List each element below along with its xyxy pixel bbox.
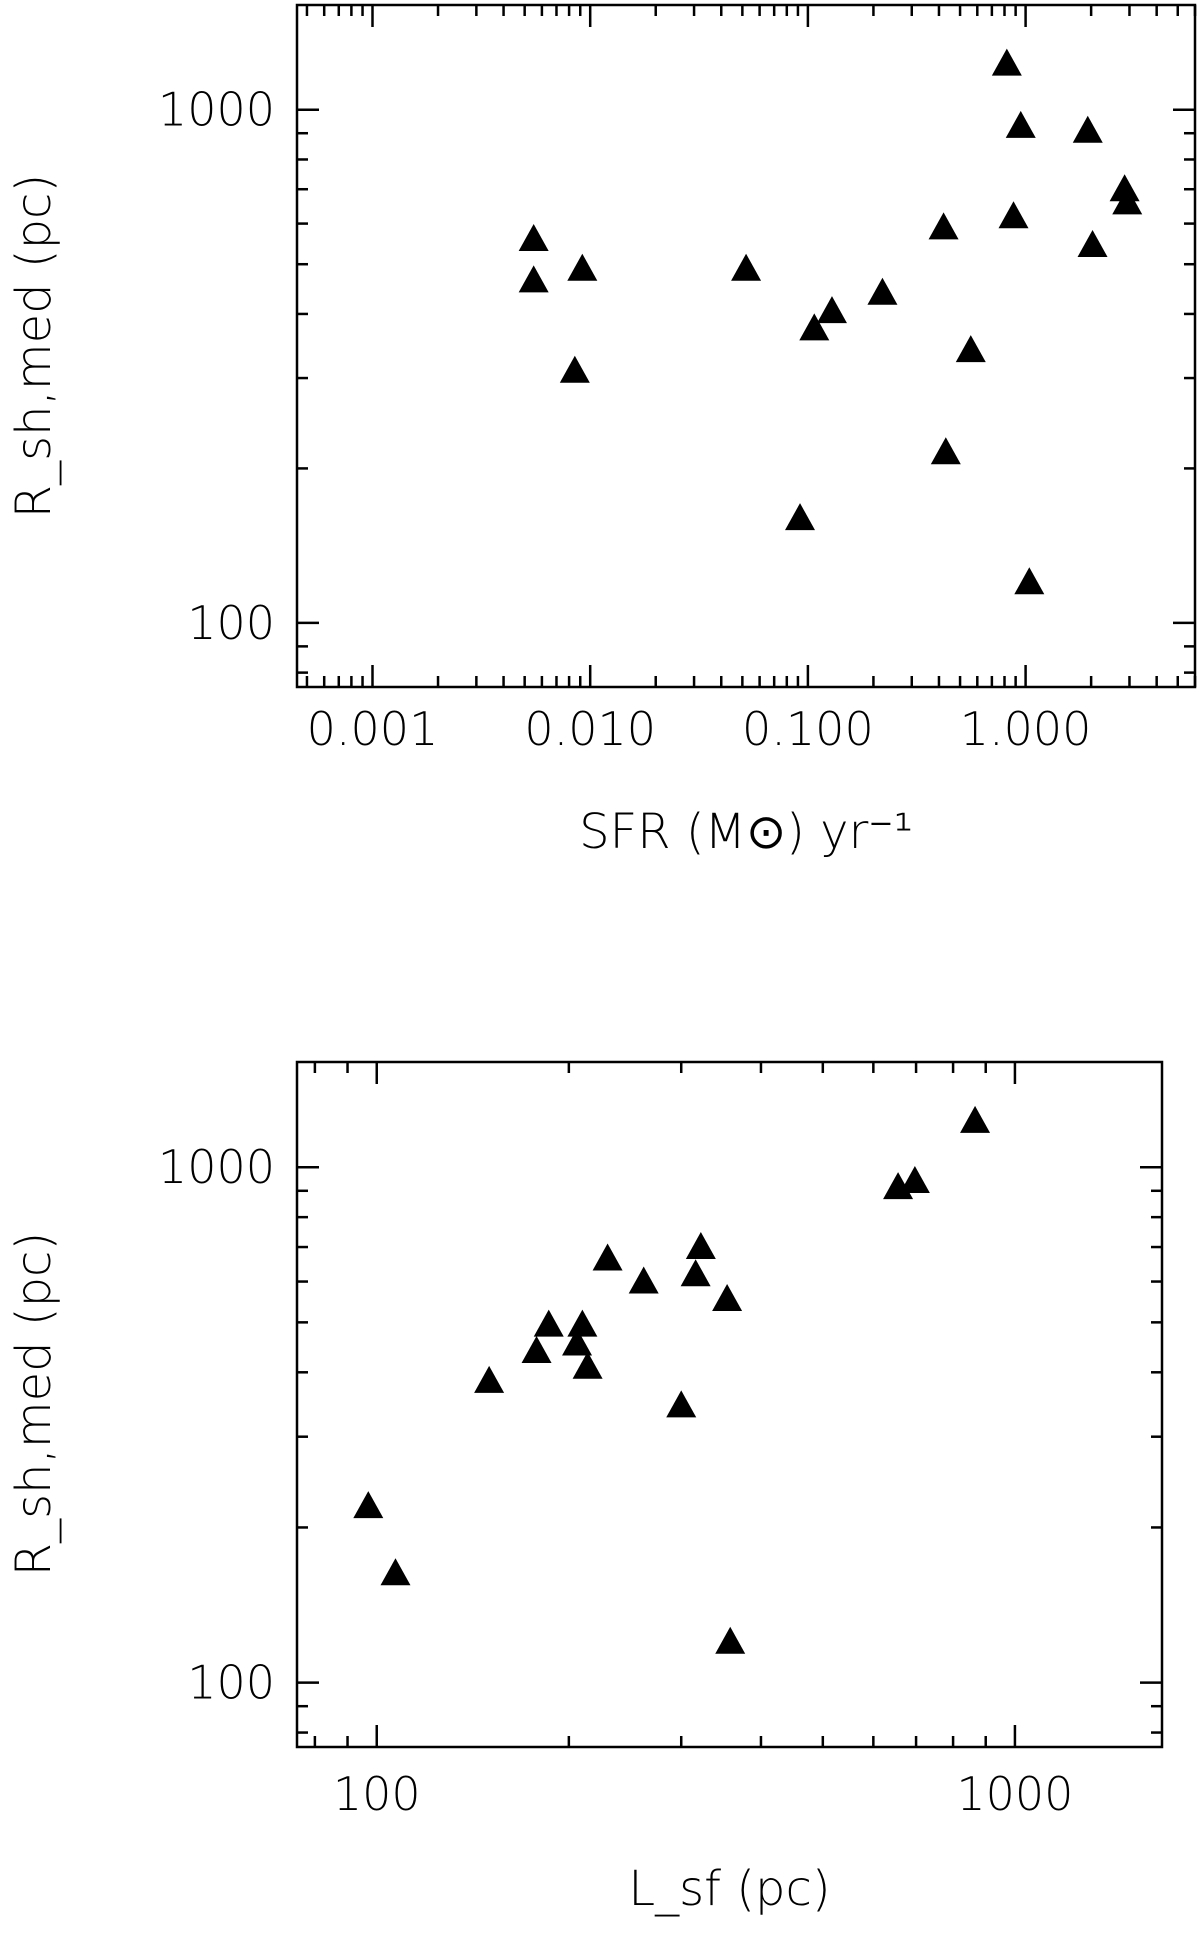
data-point <box>533 1309 564 1337</box>
data-point <box>685 1232 716 1260</box>
data-point <box>474 1365 505 1393</box>
data-point <box>518 265 549 293</box>
data-point <box>1109 174 1140 202</box>
data-point <box>628 1266 659 1294</box>
data-point <box>1005 110 1036 138</box>
x-tick-label: 0.001 <box>307 702 439 756</box>
data-point <box>680 1259 711 1287</box>
data-point <box>799 313 830 341</box>
data-point <box>562 1328 593 1356</box>
x-tick-label: 1000 <box>956 1767 1073 1821</box>
data-point <box>1112 187 1143 215</box>
y-tick-label: 100 <box>187 596 275 650</box>
y-axis-label: R_sh,med (pc) <box>6 174 62 518</box>
data-point <box>991 48 1022 76</box>
data-point <box>899 1166 930 1194</box>
y-tick-label: 100 <box>187 1656 275 1710</box>
y-tick-label: 1000 <box>158 1140 275 1194</box>
data-point <box>1072 115 1103 143</box>
x-tick-label: 100 <box>333 1767 421 1821</box>
data-point <box>380 1558 411 1586</box>
plot-frame <box>295 3 1197 689</box>
data-point <box>572 1351 603 1379</box>
data-point <box>521 1335 552 1363</box>
data-point <box>960 1105 991 1133</box>
bottom-panel: 100 1000 100 1000 L_sf (pc) R_sh,med (pc) <box>6 1060 1164 1917</box>
data-point <box>1014 567 1045 595</box>
x-tick-label: 1.000 <box>960 702 1092 756</box>
data-point <box>567 253 598 281</box>
y-axis-label: R_sh,med (pc) <box>6 1232 62 1576</box>
data-point <box>715 1626 746 1654</box>
data-point <box>731 253 762 281</box>
x-tick-label: 0.100 <box>742 702 874 756</box>
data-point <box>816 296 847 324</box>
data-point <box>712 1283 743 1311</box>
data-point <box>785 503 816 531</box>
data-point <box>518 223 549 251</box>
data-point <box>666 1390 697 1418</box>
data-point <box>567 1309 598 1337</box>
data-point <box>559 355 590 383</box>
data-point <box>930 437 961 465</box>
data-point <box>998 201 1029 229</box>
data-point <box>353 1491 384 1519</box>
data-point <box>592 1243 623 1271</box>
plot-frame <box>295 1060 1164 1749</box>
x-axis-label: SFR (M⊙) yr⁻¹ <box>579 804 913 860</box>
y-tick-label: 1000 <box>158 83 275 137</box>
data-point <box>955 335 986 363</box>
data-point <box>867 277 898 305</box>
top-panel: 0.001 0.010 0.100 1.000 100 1000 SFR (M⊙) yr⁻¹… <box>6 3 1197 860</box>
data-point <box>1077 230 1108 258</box>
data-point <box>928 212 959 240</box>
x-tick-label: 0.010 <box>524 702 656 756</box>
x-axis-label: L_sf (pc) <box>628 1861 830 1917</box>
